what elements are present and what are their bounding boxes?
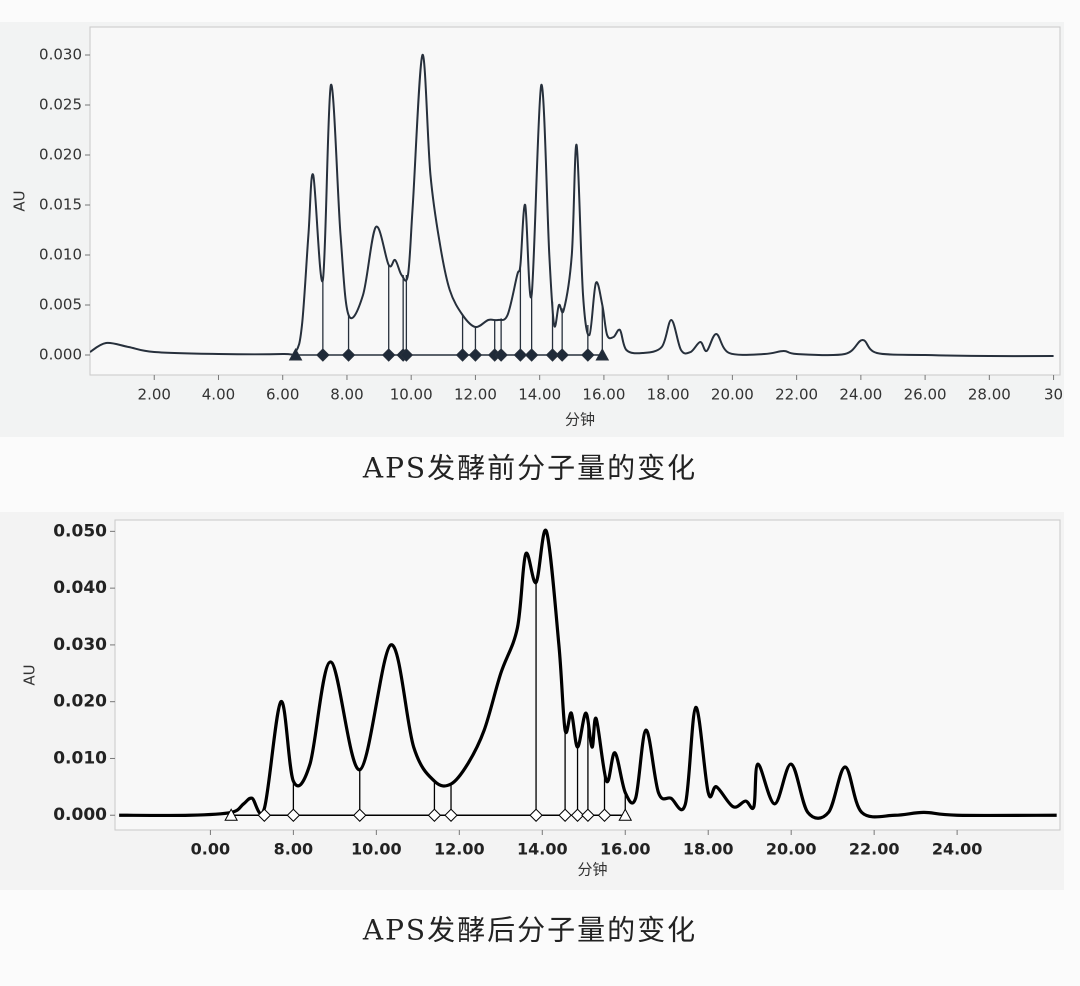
chromatogram-line bbox=[90, 53, 1054, 358]
cut-marker bbox=[545, 348, 560, 362]
x-tick-label: 12.00 bbox=[454, 386, 497, 404]
y-axis-label: AU bbox=[21, 664, 39, 685]
y-axis-label: AU bbox=[11, 190, 29, 211]
x-tick-label: 22.00 bbox=[775, 386, 818, 404]
y-tick-label: 0.020 bbox=[39, 146, 82, 164]
x-tick-label: 22.00 bbox=[849, 840, 900, 859]
x-tick-label: 30 bbox=[1044, 386, 1063, 404]
plot-content bbox=[90, 53, 1054, 358]
cut-marker bbox=[570, 808, 585, 822]
y-tick-label: 0.010 bbox=[53, 748, 107, 768]
x-tick-label: 6.00 bbox=[266, 386, 299, 404]
x-tick-label: 26.00 bbox=[904, 386, 947, 404]
cut-marker bbox=[257, 808, 272, 822]
x-tick-label: 20.00 bbox=[766, 840, 817, 859]
y-tick-label: 0.030 bbox=[39, 46, 82, 64]
x-axis-label: 分钟 bbox=[565, 411, 595, 429]
x-tick-label: 14.00 bbox=[518, 386, 561, 404]
end-marker bbox=[595, 347, 610, 361]
y-tick-label: 0.025 bbox=[39, 96, 82, 114]
cut-marker bbox=[555, 348, 569, 362]
x-tick-label: 24.00 bbox=[932, 840, 983, 859]
x-tick-label: 16.00 bbox=[582, 386, 625, 404]
cut-marker bbox=[399, 348, 414, 362]
x-tick-label: 18.00 bbox=[647, 386, 690, 404]
x-tick-label: 24.00 bbox=[839, 386, 882, 404]
y-tick-label: 0.050 bbox=[53, 521, 107, 541]
x-tick-label: 0.00 bbox=[191, 840, 230, 859]
x-tick-label: 12.00 bbox=[434, 840, 485, 859]
x-tick-label: 16.00 bbox=[600, 840, 651, 859]
cut-marker bbox=[455, 348, 470, 362]
end-marker bbox=[618, 808, 633, 821]
cut-marker bbox=[382, 348, 396, 362]
y-tick-label: 0.010 bbox=[39, 246, 82, 264]
x-tick-label: 20.00 bbox=[711, 386, 754, 404]
cut-marker bbox=[529, 808, 543, 822]
cut-marker bbox=[558, 808, 572, 822]
y-tick-label: 0.005 bbox=[39, 296, 82, 314]
cut-marker bbox=[597, 808, 612, 822]
x-tick-label: 28.00 bbox=[968, 386, 1011, 404]
cut-marker bbox=[316, 348, 330, 362]
cut-marker bbox=[581, 808, 595, 822]
cut-marker bbox=[341, 348, 356, 362]
y-tick-label: 0.000 bbox=[53, 805, 107, 825]
end-marker bbox=[224, 808, 238, 821]
x-axis-label: 分钟 bbox=[577, 861, 607, 879]
y-tick-label: 0.030 bbox=[53, 635, 107, 655]
chromatogram-line bbox=[119, 528, 1057, 820]
cut-marker bbox=[444, 808, 458, 822]
x-tick-label: 8.00 bbox=[330, 386, 363, 404]
cut-marker bbox=[468, 348, 483, 362]
y-tick-label: 0.015 bbox=[39, 196, 82, 214]
cut-marker bbox=[427, 808, 442, 822]
x-tick-label: 2.00 bbox=[138, 386, 171, 404]
plot-content bbox=[119, 528, 1057, 820]
x-tick-label: 8.00 bbox=[274, 840, 313, 859]
end-marker bbox=[288, 347, 303, 361]
plot-area bbox=[89, 26, 1061, 376]
y-tick-label: 0.040 bbox=[53, 578, 107, 598]
x-tick-label: 10.00 bbox=[390, 386, 433, 404]
x-tick-label: 14.00 bbox=[517, 840, 568, 859]
caption: APS发酵后分子量的变化 bbox=[362, 914, 697, 947]
cut-marker bbox=[581, 348, 595, 362]
caption: APS发酵前分子量的变化 bbox=[362, 452, 697, 485]
y-tick-label: 0.020 bbox=[53, 692, 107, 712]
cut-marker bbox=[353, 808, 367, 822]
cut-marker bbox=[494, 348, 508, 362]
x-tick-label: 18.00 bbox=[683, 840, 734, 859]
x-tick-label: 10.00 bbox=[351, 840, 402, 859]
y-tick-label: 0.000 bbox=[39, 346, 82, 364]
cut-marker bbox=[286, 808, 301, 822]
cut-marker bbox=[524, 348, 539, 362]
cut-marker bbox=[513, 348, 528, 362]
x-tick-label: 4.00 bbox=[202, 386, 235, 404]
